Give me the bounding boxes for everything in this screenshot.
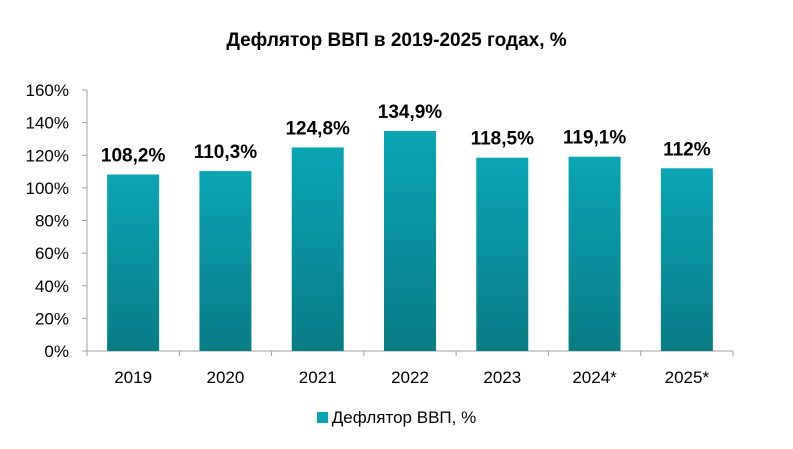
x-tick-label: 2024* bbox=[572, 368, 617, 387]
data-label: 124,8% bbox=[285, 118, 350, 139]
x-tick-label: 2023 bbox=[483, 368, 521, 387]
y-tick-label: 160% bbox=[26, 81, 69, 100]
legend-label: Дефлятор ВВП, % bbox=[331, 408, 477, 427]
y-tick-label: 140% bbox=[26, 114, 69, 133]
chart-title: Дефлятор ВВП в 2019-2025 годах, % bbox=[226, 30, 567, 51]
y-tick-label: 60% bbox=[35, 244, 69, 263]
y-tick-label: 20% bbox=[35, 309, 69, 328]
bar bbox=[568, 156, 621, 351]
x-tick-label: 2025* bbox=[665, 368, 710, 387]
x-tick-label: 2022 bbox=[391, 368, 429, 387]
data-label: 108,2% bbox=[101, 145, 166, 166]
data-label: 134,9% bbox=[378, 102, 443, 123]
y-tick-label: 40% bbox=[35, 277, 69, 296]
bar bbox=[660, 168, 713, 351]
legend-swatch bbox=[316, 412, 328, 423]
y-tick-label: 100% bbox=[26, 179, 69, 198]
legend: Дефлятор ВВП, % bbox=[0, 408, 793, 428]
x-tick-label: 2020 bbox=[207, 368, 245, 387]
bar bbox=[384, 130, 436, 351]
y-tick-label: 80% bbox=[35, 212, 69, 231]
data-label: 119,1% bbox=[563, 128, 626, 149]
data-label: 118,5% bbox=[471, 129, 534, 150]
data-label: 112% bbox=[663, 139, 711, 160]
x-tick-label: 2021 bbox=[299, 368, 337, 387]
bar bbox=[476, 157, 529, 351]
x-tick-label: 2019 bbox=[114, 368, 152, 387]
bar bbox=[199, 171, 252, 351]
y-tick-label: 120% bbox=[26, 146, 69, 165]
data-label: 110,3% bbox=[194, 142, 257, 163]
bar bbox=[107, 174, 160, 351]
bar bbox=[291, 147, 344, 351]
y-tick-label: 0% bbox=[44, 342, 69, 361]
